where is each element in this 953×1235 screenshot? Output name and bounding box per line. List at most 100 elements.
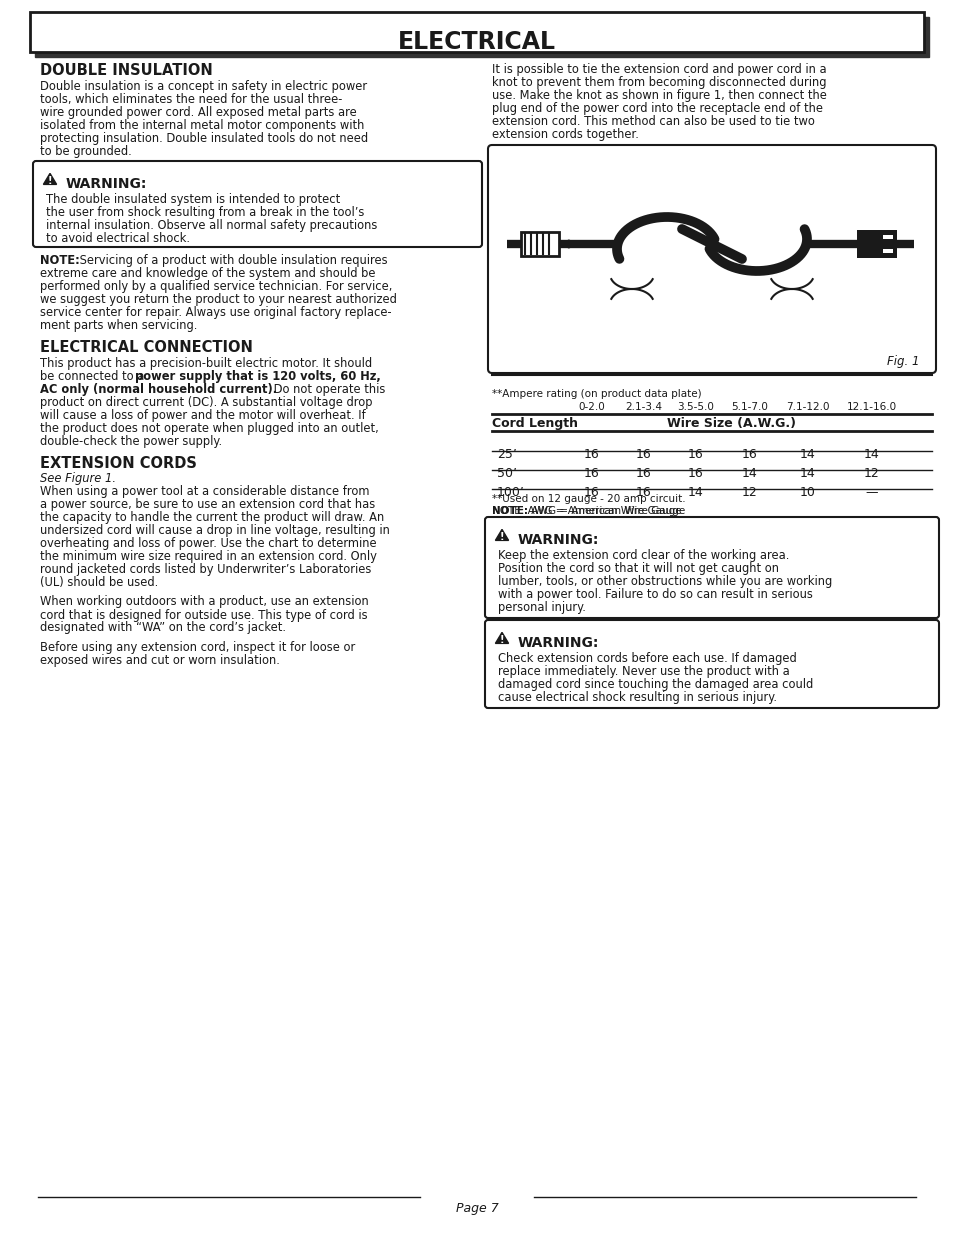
Text: 2.1-3.4: 2.1-3.4 (625, 403, 661, 412)
Polygon shape (495, 530, 508, 541)
Text: It is possible to tie the extension cord and power cord in a: It is possible to tie the extension cord… (492, 63, 825, 77)
Text: Position the cord so that it will not get caught on: Position the cord so that it will not ge… (497, 562, 779, 576)
Text: replace immediately. Never use the product with a: replace immediately. Never use the produ… (497, 664, 789, 678)
Text: 16: 16 (583, 448, 599, 461)
Text: Page 7: Page 7 (456, 1202, 497, 1215)
Text: we suggest you return the product to your nearest authorized: we suggest you return the product to you… (40, 293, 396, 306)
Text: 10: 10 (800, 487, 815, 499)
Text: ELECTRICAL CONNECTION: ELECTRICAL CONNECTION (40, 340, 253, 354)
Text: to avoid electrical shock.: to avoid electrical shock. (46, 232, 190, 245)
Text: 14: 14 (741, 467, 757, 480)
Text: 12.1-16.0: 12.1-16.0 (846, 403, 896, 412)
Text: (UL) should be used.: (UL) should be used. (40, 576, 158, 589)
FancyBboxPatch shape (488, 144, 935, 373)
Text: round jacketed cords listed by Underwriter’s Laboratories: round jacketed cords listed by Underwrit… (40, 563, 371, 576)
Text: 16: 16 (583, 467, 599, 480)
Text: extreme care and knowledge of the system and should be: extreme care and knowledge of the system… (40, 267, 375, 280)
Text: the capacity to handle the current the product will draw. An: the capacity to handle the current the p… (40, 511, 384, 524)
Text: wire grounded power cord. All exposed metal parts are: wire grounded power cord. All exposed me… (40, 106, 356, 119)
Text: When using a power tool at a considerable distance from: When using a power tool at a considerabl… (40, 485, 369, 498)
Text: 16: 16 (741, 448, 757, 461)
Text: AWG = American Wire Gauge: AWG = American Wire Gauge (527, 506, 684, 516)
Text: 0-2.0: 0-2.0 (578, 403, 605, 412)
Bar (35, 17, 928, 57)
Text: WARNING:: WARNING: (517, 534, 598, 547)
Text: !: ! (499, 635, 504, 645)
Text: 14: 14 (863, 448, 879, 461)
Text: internal insulation. Observe all normal safety precautions: internal insulation. Observe all normal … (46, 219, 377, 232)
Text: isolated from the internal metal motor components with: isolated from the internal metal motor c… (40, 119, 364, 132)
Text: 12: 12 (741, 487, 757, 499)
Text: with a power tool. Failure to do so can result in serious: with a power tool. Failure to do so can … (497, 588, 812, 601)
Text: DOUBLE INSULATION: DOUBLE INSULATION (40, 63, 213, 78)
FancyBboxPatch shape (484, 620, 938, 708)
Text: AC only (normal household current).: AC only (normal household current). (40, 383, 276, 396)
Text: 12: 12 (863, 467, 879, 480)
Text: Keep the extension cord clear of the working area.: Keep the extension cord clear of the wor… (497, 550, 788, 562)
Text: NOTE:: NOTE: (40, 254, 80, 267)
Text: ment parts when servicing.: ment parts when servicing. (40, 319, 197, 332)
Text: See Figure 1.: See Figure 1. (40, 472, 116, 485)
Text: Check extension cords before each use. If damaged: Check extension cords before each use. I… (497, 652, 796, 664)
Text: —: — (864, 487, 878, 499)
Text: the product does not operate when plugged into an outlet,: the product does not operate when plugge… (40, 422, 378, 435)
Text: undersized cord will cause a drop in line voltage, resulting in: undersized cord will cause a drop in lin… (40, 524, 390, 537)
FancyBboxPatch shape (33, 161, 481, 247)
Text: WARNING:: WARNING: (66, 177, 147, 191)
Text: be connected to a: be connected to a (40, 370, 148, 383)
Text: cause electrical shock resulting in serious injury.: cause electrical shock resulting in seri… (497, 692, 776, 704)
Text: product on direct current (DC). A substantial voltage drop: product on direct current (DC). A substa… (40, 396, 372, 409)
Text: 16: 16 (636, 467, 651, 480)
Polygon shape (43, 173, 56, 184)
Bar (882, 235, 892, 240)
Text: will cause a loss of power and the motor will overheat. If: will cause a loss of power and the motor… (40, 409, 365, 422)
Text: 16: 16 (583, 487, 599, 499)
Text: 16: 16 (687, 467, 703, 480)
Text: the minimum wire size required in an extension cord. Only: the minimum wire size required in an ext… (40, 550, 376, 563)
Text: NOTE: AWG = American Wire Gauge: NOTE: AWG = American Wire Gauge (492, 506, 680, 516)
Text: 5.1-7.0: 5.1-7.0 (731, 403, 767, 412)
Text: 14: 14 (800, 448, 815, 461)
Text: extension cord. This method can also be used to tie two: extension cord. This method can also be … (492, 115, 814, 128)
Text: 14: 14 (687, 487, 703, 499)
Text: WARNING:: WARNING: (517, 636, 598, 650)
Text: Cord Length: Cord Length (492, 417, 578, 430)
Text: knot to prevent them from becoming disconnected during: knot to prevent them from becoming disco… (492, 77, 825, 89)
Text: EXTENSION CORDS: EXTENSION CORDS (40, 456, 196, 471)
Text: a power source, be sure to use an extension cord that has: a power source, be sure to use an extens… (40, 498, 375, 511)
FancyBboxPatch shape (484, 517, 938, 618)
Text: !: ! (499, 531, 504, 542)
Text: cord that is designed for outside use. This type of cord is: cord that is designed for outside use. T… (40, 609, 367, 621)
Text: 100’: 100’ (497, 487, 524, 499)
Text: plug end of the power cord into the receptacle end of the: plug end of the power cord into the rece… (492, 103, 822, 115)
Text: The double insulated system is intended to protect: The double insulated system is intended … (46, 193, 340, 206)
Bar (30, 12, 923, 52)
Text: Do not operate this: Do not operate this (270, 383, 385, 396)
Polygon shape (495, 632, 508, 643)
Text: lumber, tools, or other obstructions while you are working: lumber, tools, or other obstructions whi… (497, 576, 831, 588)
Text: to be grounded.: to be grounded. (40, 144, 132, 158)
Text: 50’: 50’ (497, 467, 517, 480)
Text: 14: 14 (800, 467, 815, 480)
Text: power supply that is 120 volts, 60 Hz,: power supply that is 120 volts, 60 Hz, (135, 370, 380, 383)
Text: exposed wires and cut or worn insulation.: exposed wires and cut or worn insulation… (40, 655, 279, 667)
Text: Wire Size (A.W.G.): Wire Size (A.W.G.) (666, 417, 795, 430)
Text: tools, which eliminates the need for the usual three-: tools, which eliminates the need for the… (40, 93, 342, 106)
Text: Fig. 1: Fig. 1 (886, 354, 919, 368)
Text: 16: 16 (636, 448, 651, 461)
Text: !: ! (48, 175, 52, 185)
Bar (520, 232, 558, 256)
Text: 16: 16 (687, 448, 703, 461)
Text: 16: 16 (636, 487, 651, 499)
Text: 7.1-12.0: 7.1-12.0 (785, 403, 829, 412)
Text: ELECTRICAL: ELECTRICAL (397, 30, 556, 54)
Bar (856, 230, 896, 258)
Text: personal injury.: personal injury. (497, 601, 585, 614)
Text: This product has a precision-built electric motor. It should: This product has a precision-built elect… (40, 357, 372, 370)
Text: When working outdoors with a product, use an extension: When working outdoors with a product, us… (40, 595, 369, 609)
Text: use. Make the knot as shown in figure 1, then connect the: use. Make the knot as shown in figure 1,… (492, 89, 826, 103)
Text: protecting insulation. Double insulated tools do not need: protecting insulation. Double insulated … (40, 132, 368, 144)
Text: Servicing of a product with double insulation requires: Servicing of a product with double insul… (76, 254, 387, 267)
Text: damaged cord since touching the damaged area could: damaged cord since touching the damaged … (497, 678, 812, 692)
Text: **Ampere rating (on product data plate): **Ampere rating (on product data plate) (492, 389, 700, 399)
